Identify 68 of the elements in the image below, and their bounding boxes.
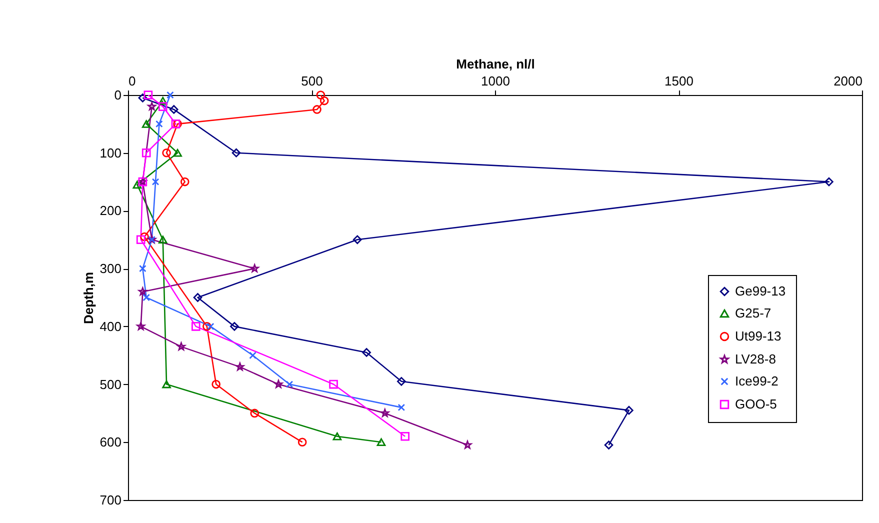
point <box>398 404 406 412</box>
point <box>136 235 146 244</box>
y-tick-label: 300 <box>100 261 122 276</box>
point <box>249 352 256 360</box>
point <box>152 178 160 186</box>
point <box>139 264 146 272</box>
x-axis-title: Methane, nl/l <box>456 56 535 72</box>
y-tick-label: 500 <box>100 376 122 392</box>
legend-label: Ut99-13 <box>735 328 782 344</box>
point <box>156 120 163 128</box>
point <box>162 380 171 388</box>
y-tick-label: 0 <box>114 88 122 102</box>
y-tick-label: 700 <box>100 492 122 508</box>
point <box>362 348 371 357</box>
point <box>400 432 410 441</box>
point <box>332 432 342 440</box>
y-axis-title: Depth,m <box>80 272 96 324</box>
point <box>206 322 214 330</box>
point <box>824 177 834 186</box>
point <box>158 236 168 244</box>
x-tick-label: 1500 <box>664 74 694 88</box>
point <box>142 294 150 302</box>
point <box>158 96 168 105</box>
point <box>329 380 338 389</box>
point <box>173 148 182 157</box>
point <box>144 90 153 100</box>
point <box>230 322 239 331</box>
point <box>191 322 200 331</box>
x-tick-label: 0 <box>128 74 136 88</box>
point <box>286 380 294 388</box>
legend-label: G25-7 <box>735 306 772 320</box>
legend-label: GOO-5 <box>735 396 777 412</box>
x-tick-label: 1000 <box>481 74 510 88</box>
legend-label: Ice99-2 <box>735 374 778 388</box>
legend-label: Ge99-13 <box>735 284 786 298</box>
y-tick-label: 100 <box>100 145 122 160</box>
point <box>352 235 362 244</box>
point <box>166 91 174 99</box>
point <box>140 232 149 242</box>
point <box>142 148 151 158</box>
y-tick-label: 600 <box>100 434 122 450</box>
point <box>316 90 326 100</box>
point <box>312 105 322 114</box>
x-tick-label: 500 <box>301 74 323 88</box>
point <box>250 408 260 418</box>
point <box>376 438 386 446</box>
point <box>202 322 212 331</box>
x-tick-label: 2000 <box>834 74 862 88</box>
point <box>132 180 142 189</box>
point <box>397 376 406 386</box>
point <box>624 406 634 415</box>
point <box>380 408 390 417</box>
point <box>142 120 151 128</box>
point <box>298 438 307 447</box>
point <box>162 148 171 158</box>
y-tick-label: 200 <box>100 203 122 218</box>
point <box>193 293 202 302</box>
point <box>604 440 614 450</box>
point <box>212 380 220 389</box>
point <box>158 102 168 111</box>
point <box>320 96 329 106</box>
point <box>274 380 283 388</box>
point <box>232 148 241 158</box>
y-tick-label: 400 <box>100 318 122 334</box>
legend-label: LV28-8 <box>735 352 776 366</box>
point <box>138 93 148 102</box>
point <box>169 105 178 114</box>
point <box>180 177 190 186</box>
